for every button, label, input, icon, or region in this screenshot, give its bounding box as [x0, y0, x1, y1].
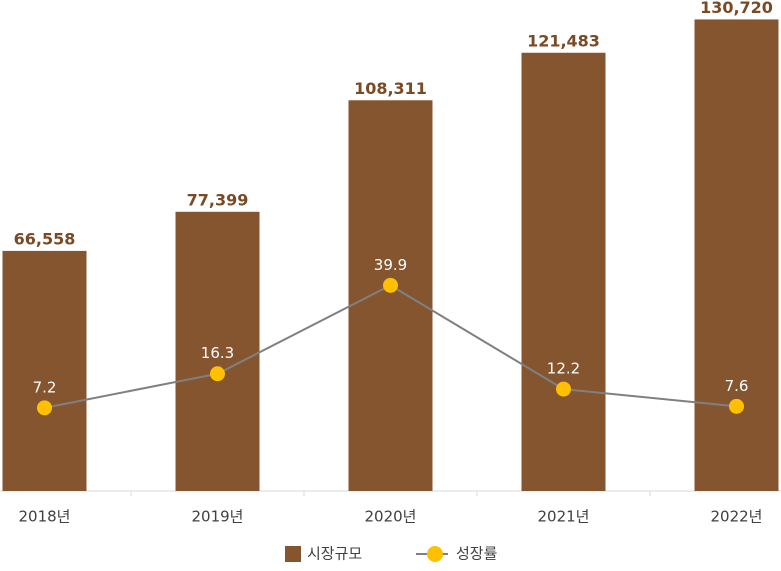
value-label: 7.6 — [725, 377, 749, 395]
x-tick-label: 2019년 — [192, 508, 244, 526]
legend-swatch — [285, 546, 301, 562]
legend-label: 시장규모 — [307, 545, 362, 563]
value-label: 39.9 — [374, 256, 407, 274]
value-label: 108,311 — [354, 79, 427, 98]
value-label: 77,399 — [187, 190, 249, 209]
x-tick-label: 2021년 — [538, 508, 590, 526]
value-label: 66,558 — [14, 229, 76, 248]
value-label: 130,720 — [700, 0, 773, 17]
x-tick-label: 2018년 — [19, 508, 71, 526]
bar — [694, 19, 779, 492]
legend-marker — [427, 546, 443, 562]
marker — [556, 381, 571, 397]
marker — [383, 277, 398, 293]
value-label: 121,483 — [527, 31, 600, 50]
bar — [2, 250, 87, 491]
value-label: 12.2 — [547, 360, 580, 378]
marker — [729, 398, 744, 414]
value-label: 16.3 — [201, 344, 234, 362]
marker — [210, 366, 225, 382]
bar — [521, 52, 606, 492]
bar — [175, 211, 260, 491]
x-tick-label: 2022년 — [711, 508, 763, 526]
bar — [348, 100, 433, 491]
marker — [37, 400, 52, 416]
legend-label: 성장률 — [456, 545, 498, 563]
value-label: 7.2 — [33, 378, 57, 396]
x-tick-label: 2020년 — [365, 508, 417, 526]
